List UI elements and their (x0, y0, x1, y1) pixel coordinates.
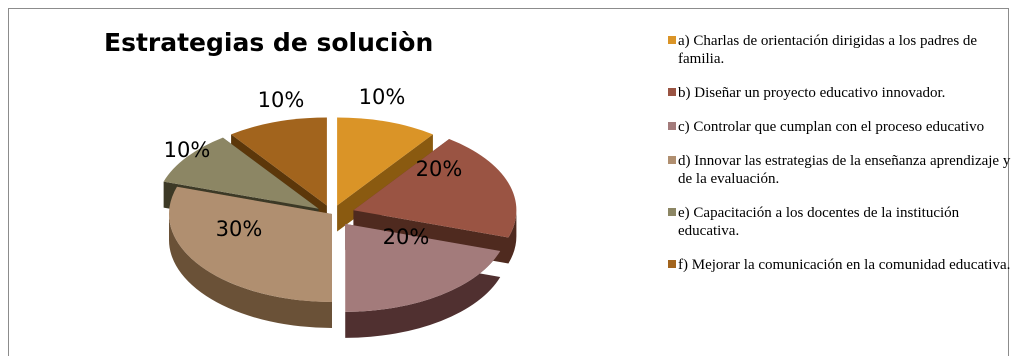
pie-slice-side (337, 117, 433, 232)
legend-swatch (668, 36, 676, 44)
pie-slices (163, 117, 517, 312)
pie-slice (163, 137, 319, 209)
legend-swatch (668, 88, 676, 96)
data-label: 20% (416, 157, 463, 181)
legend: a) Charlas de orientación dirigidas a lo… (668, 32, 1013, 290)
pie-labels: 10% 20% 20% 30% 10% 10% (164, 85, 463, 249)
data-label: 10% (359, 85, 406, 109)
pie-slice (231, 117, 327, 206)
data-label: 20% (383, 225, 430, 249)
legend-label: e) Capacitación a los docentes de la ins… (678, 205, 960, 239)
pie-slice-side (353, 139, 517, 264)
legend-item: b) Diseñar un proyecto educativo innovad… (668, 84, 1013, 102)
legend-item: f) Mejorar la comunicación en la comunid… (668, 256, 1013, 274)
pie-slice (168, 186, 332, 302)
legend-swatch (668, 260, 676, 268)
legend-item: d) Innovar las estrategias de la enseñan… (668, 152, 1013, 188)
chart-title: Estrategias de soluciòn (104, 28, 434, 57)
legend-label: a) Charlas de orientación dirigidas a lo… (678, 33, 978, 67)
legend-label: c) Controlar que cumplan con el proceso … (678, 119, 985, 135)
pie-slice (353, 139, 517, 238)
legend-item: e) Capacitación a los docentes de la ins… (668, 204, 1013, 240)
pie-chart: 10% 20% 20% 30% 10% 10% (163, 85, 517, 338)
data-label: 30% (216, 217, 263, 241)
legend-swatch (668, 208, 676, 216)
data-label: 10% (258, 88, 305, 112)
pie-slice (345, 223, 501, 312)
legend-swatch (668, 156, 676, 164)
legend-label: b) Diseñar un proyecto educativo innovad… (678, 85, 946, 101)
legend-label: d) Innovar las estrategias de la enseñan… (678, 153, 1011, 187)
legend-label: f) Mejorar la comunicación en la comunid… (678, 257, 1011, 273)
legend-item: c) Controlar que cumplan con el proceso … (668, 118, 1013, 136)
legend-item: a) Charlas de orientación dirigidas a lo… (668, 32, 1013, 68)
data-label: 10% (164, 138, 211, 162)
pie-slice (337, 117, 433, 206)
legend-swatch (668, 122, 676, 130)
